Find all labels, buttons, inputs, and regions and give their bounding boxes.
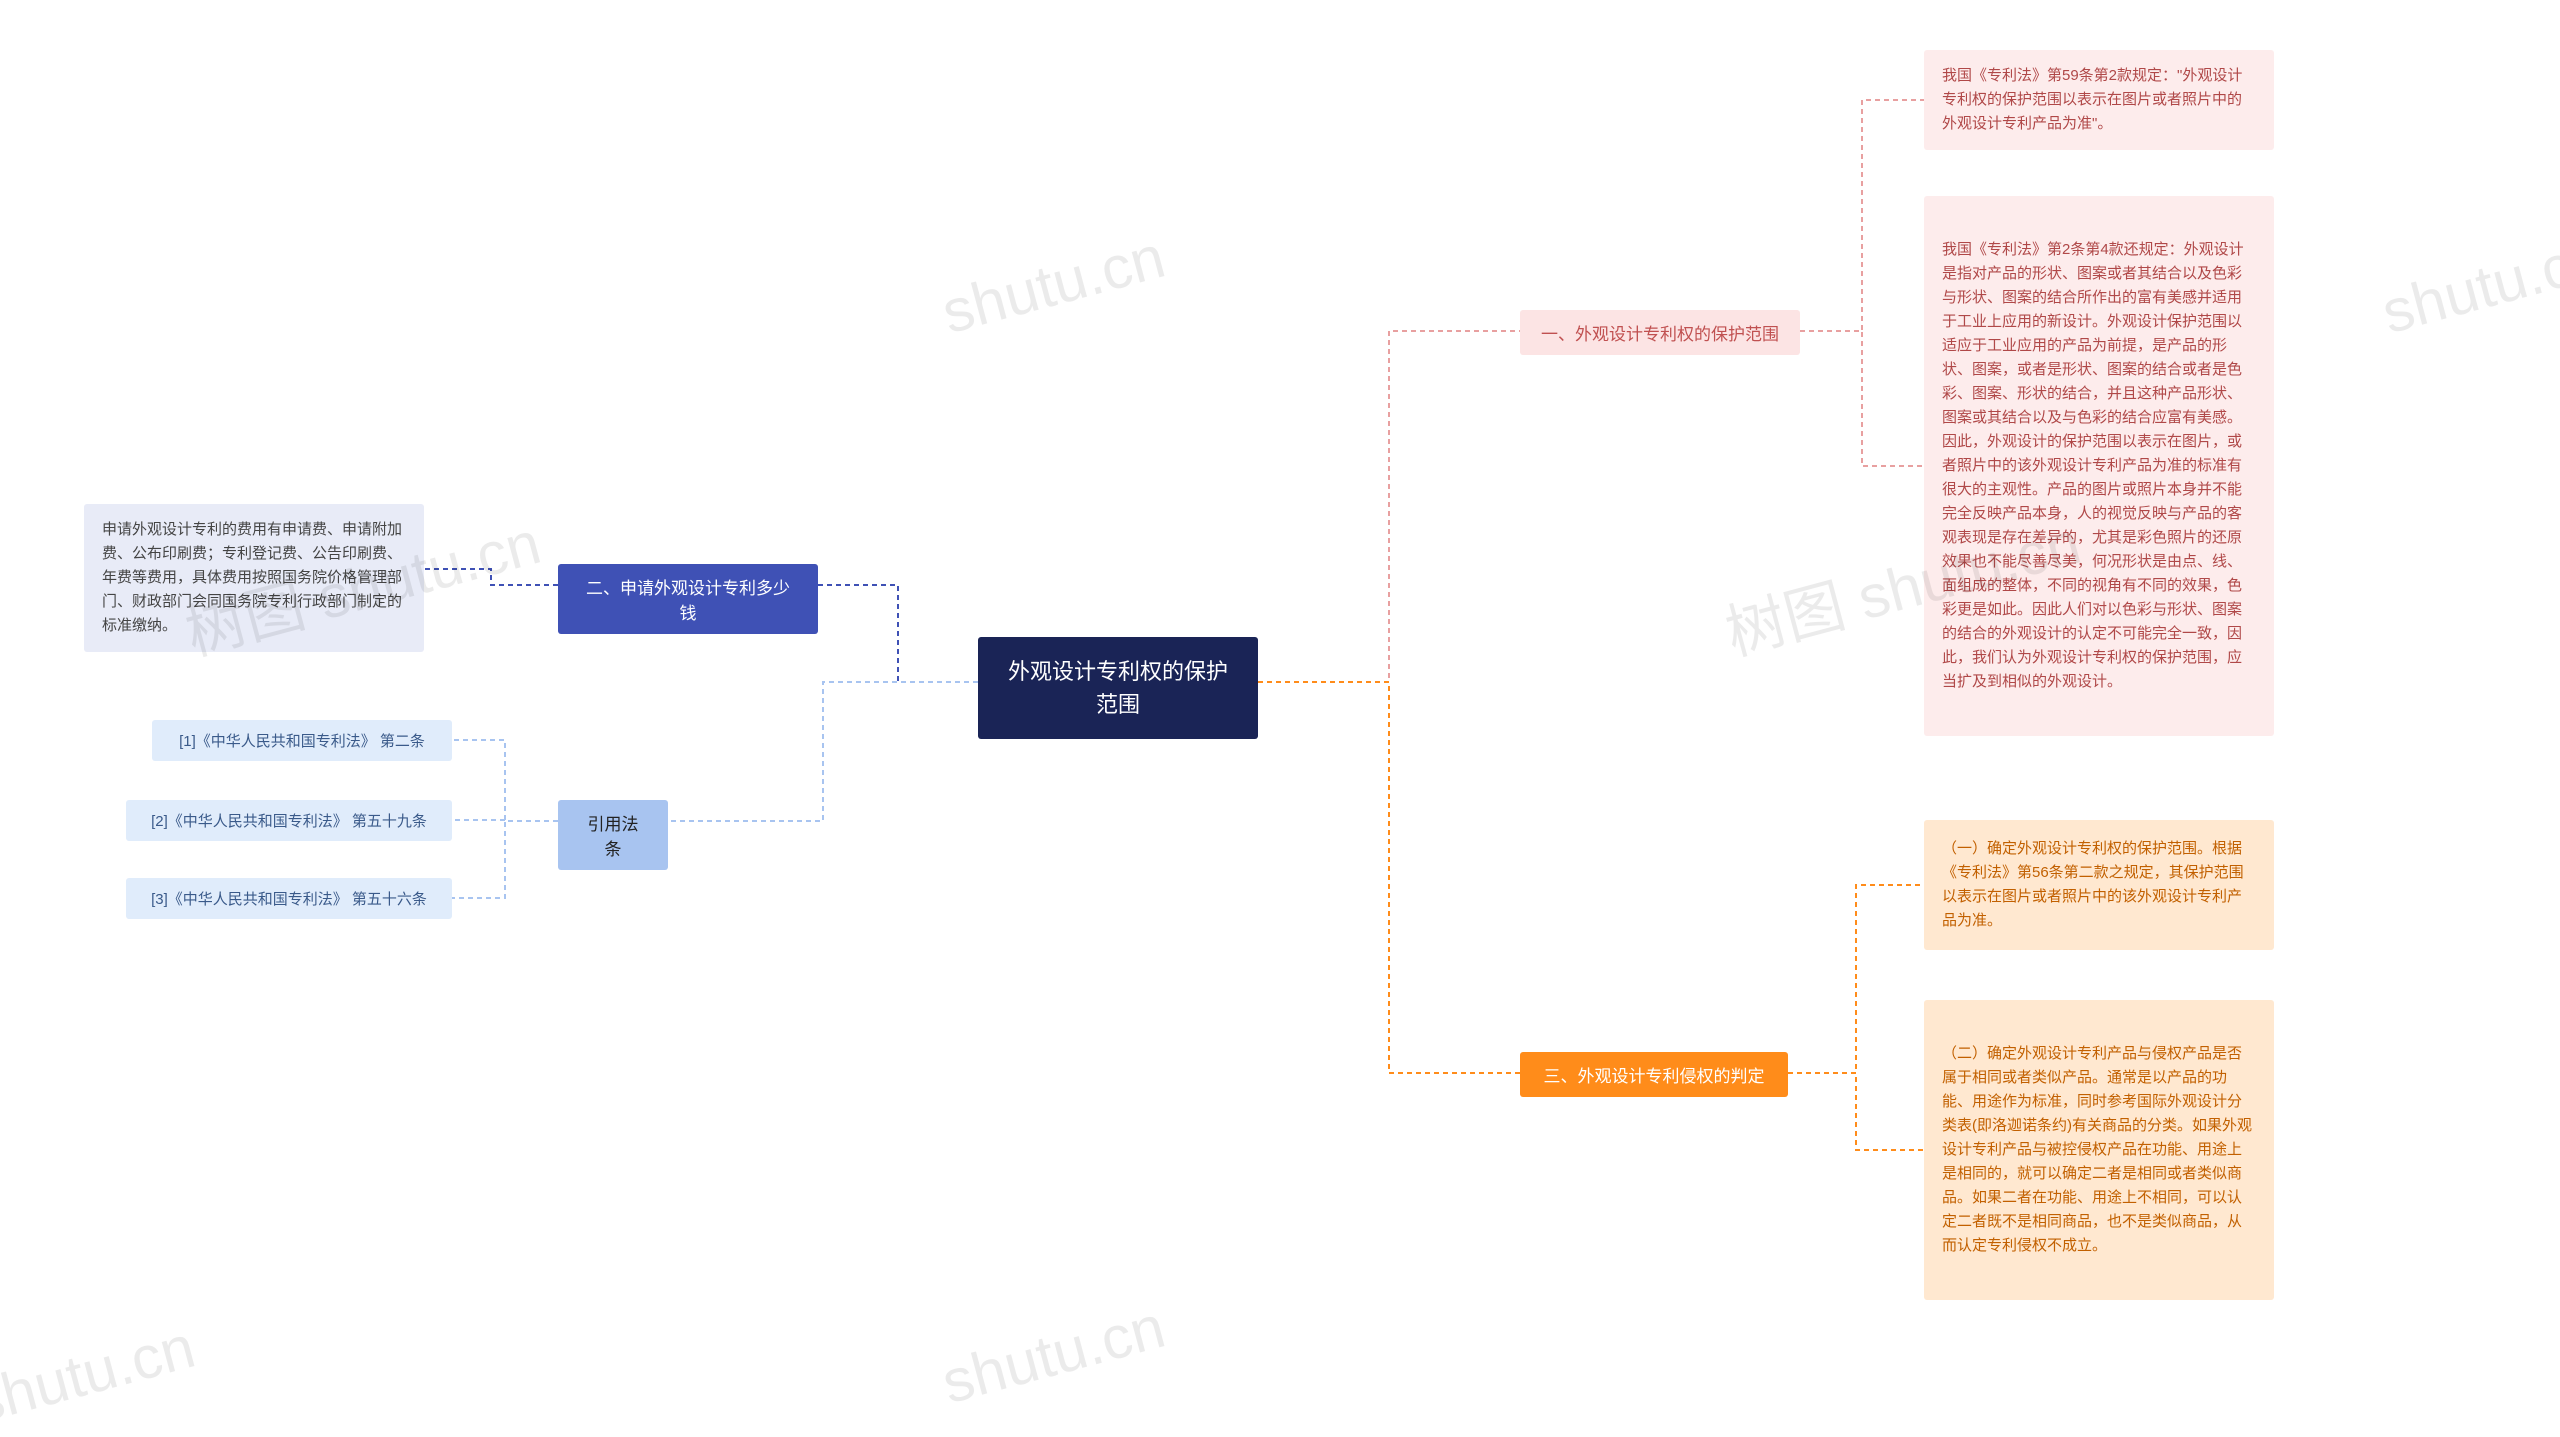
leaf-b3-1[interactable]: （二）确定外观设计专利产品与侵权产品是否属于相同或者类似产品。通常是以产品的功能…: [1924, 1000, 2274, 1300]
branch-blaw[interactable]: 引用法条: [558, 800, 668, 870]
leaf-b1-0[interactable]: 我国《专利法》第59条第2款规定："外观设计专利权的保护范围以表示在图片或者照片…: [1924, 50, 2274, 150]
leaf-b1-1[interactable]: 我国《专利法》第2条第4款还规定：外观设计是指对产品的形状、图案或者其结合以及色…: [1924, 196, 2274, 736]
leaf-blaw-1[interactable]: [2]《中华人民共和国专利法》 第五十九条: [126, 800, 452, 841]
watermark: shutu.cn: [0, 1312, 202, 1437]
watermark: shutu.cn: [935, 222, 1172, 347]
leaf-blaw-2[interactable]: [3]《中华人民共和国专利法》 第五十六条: [126, 878, 452, 919]
leaf-b2-0[interactable]: 申请外观设计专利的费用有申请费、申请附加费、公布印刷费；专利登记费、公告印刷费、…: [84, 504, 424, 652]
leaf-blaw-0[interactable]: [1]《中华人民共和国专利法》 第二条: [152, 720, 452, 761]
branch-b1[interactable]: 一、外观设计专利权的保护范围: [1520, 310, 1800, 355]
root-node[interactable]: 外观设计专利权的保护范围: [978, 637, 1258, 739]
leaf-b3-0[interactable]: （一）确定外观设计专利权的保护范围。根据《专利法》第56条第二款之规定，其保护范…: [1924, 820, 2274, 950]
branch-b2[interactable]: 二、申请外观设计专利多少钱: [558, 564, 818, 634]
watermark: shutu.cn: [935, 1292, 1172, 1417]
watermark: shutu.cn: [2375, 222, 2560, 347]
branch-b3[interactable]: 三、外观设计专利侵权的判定: [1520, 1052, 1788, 1097]
